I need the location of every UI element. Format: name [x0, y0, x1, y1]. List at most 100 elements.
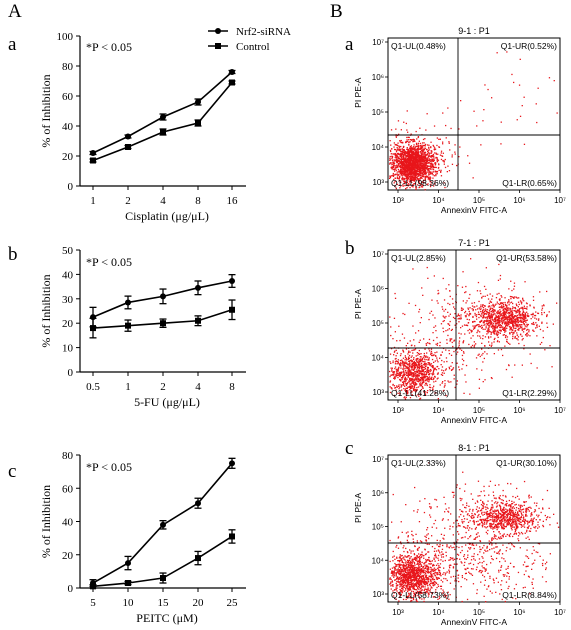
cell-dot-ll — [414, 577, 417, 579]
cell-dot-ll — [425, 167, 427, 170]
cell-dot-ll — [397, 368, 400, 370]
cell-dot-ll — [437, 563, 439, 565]
cell-dot-ll — [408, 161, 410, 164]
cell-dot-ll — [431, 155, 434, 158]
cell-dot-ur — [549, 345, 551, 347]
cell-dot-ll — [409, 577, 412, 580]
cell-dot-ll — [422, 160, 425, 162]
cell-dot-ll — [427, 571, 429, 574]
cell-dot-ll — [421, 571, 423, 573]
cell-dot-ll — [402, 383, 404, 386]
cell-dot-ll — [408, 541, 410, 544]
cell-dot-ll — [425, 163, 427, 165]
cell-dot-ur — [505, 325, 507, 327]
cell-dot-ur — [498, 321, 500, 324]
cell-dot-ll — [438, 565, 440, 567]
cell-dot-ll — [420, 388, 423, 391]
cell-dot-ll — [418, 153, 420, 155]
x-tick-label: 0.5 — [86, 381, 100, 393]
cell-dot-ll — [410, 166, 413, 168]
cell-dot-ur — [499, 299, 501, 302]
cell-dot-ll — [416, 153, 418, 155]
data-point — [229, 277, 235, 284]
cell-dot-ur — [505, 321, 507, 323]
cell-dot-ll — [437, 153, 439, 155]
cell-dot-ll — [423, 352, 425, 355]
cell-dot-ll — [398, 133, 400, 135]
cell-dot-ll — [402, 350, 404, 352]
cell-dot-ll — [421, 367, 423, 369]
cell-dot-ll — [397, 177, 399, 179]
cell-dot-ll — [402, 162, 404, 165]
cell-dot-ur — [472, 325, 474, 327]
cell-dot-ll — [431, 160, 433, 162]
cell-dot-ll — [404, 174, 406, 176]
cell-dot-ll — [408, 367, 410, 369]
y-axis-label: PI PE-A — [353, 289, 363, 320]
cell-dot-ll — [392, 550, 394, 553]
cell-dot-ll — [415, 588, 417, 591]
cell-dot-ll — [427, 150, 430, 152]
cell-dot-ll — [403, 168, 406, 170]
cell-dot-ur — [514, 330, 517, 332]
cell-dot-ur — [454, 308, 456, 310]
significance-annotation: *P < 0.05 — [86, 40, 132, 54]
cell-dot-ll — [422, 138, 425, 141]
cell-dot-ur — [509, 310, 511, 312]
cell-dot-ur — [470, 337, 472, 339]
cell-dot-ur — [488, 316, 491, 318]
cell-dot-ll — [411, 349, 413, 352]
cell-dot-ll — [406, 158, 409, 160]
cell-dot-ll — [421, 358, 423, 360]
cell-dot-ur — [498, 322, 500, 325]
cell-dot-ll — [412, 150, 415, 152]
cell-dot-ur — [500, 295, 502, 297]
cell-dot-ur — [475, 314, 478, 316]
data-point — [125, 133, 131, 140]
cell-dot-ll — [416, 581, 418, 583]
cell-dot-ur — [503, 308, 505, 310]
cell-dot-sparse — [470, 258, 472, 260]
cell-dot-ur — [541, 312, 543, 314]
cell-dot-ll — [432, 372, 434, 374]
cell-dot-ll — [441, 382, 443, 384]
cell-dot-ll — [415, 145, 418, 148]
cell-dot-ur — [481, 319, 483, 322]
cell-dot-ur — [491, 309, 494, 312]
cell-dot-ll — [418, 371, 421, 373]
cell-dot-ll — [480, 144, 482, 146]
cell-dot-ll — [415, 383, 417, 385]
cell-dot-ll — [391, 175, 393, 177]
cell-dot-ur — [434, 317, 436, 319]
cell-dot-ll — [396, 152, 398, 155]
cell-dot-ll — [408, 143, 410, 145]
cell-dot-ur — [488, 302, 490, 304]
cell-dot-ll — [427, 369, 429, 371]
cell-dot-sparse — [544, 349, 546, 351]
cell-dot-ll — [416, 369, 418, 371]
cell-dot-ur — [485, 288, 487, 290]
y-tick-label: 10⁷ — [372, 38, 384, 47]
cell-dot-ll — [420, 159, 422, 161]
cell-dot-ur — [496, 332, 498, 334]
cell-dot-ll — [412, 186, 414, 188]
cell-dot-sparse — [491, 344, 493, 346]
cell-dot-ll — [391, 571, 394, 573]
cell-dot-ll — [394, 378, 396, 380]
cell-dot-ll — [397, 570, 399, 572]
cell-dot-ur — [507, 321, 509, 323]
cell-dot-ll — [407, 595, 410, 597]
cell-dot-sparse — [401, 333, 404, 335]
cell-dot-ll — [419, 144, 422, 147]
cell-dot-ll — [437, 577, 439, 580]
cell-dot-ur — [495, 319, 497, 322]
cell-dot-ll — [416, 389, 418, 391]
cell-dot-ur — [457, 314, 459, 317]
cell-dot-sparse — [523, 96, 525, 98]
cell-dot-ll — [403, 371, 405, 373]
cell-dot-ll — [407, 590, 409, 593]
cell-dot-sparse — [530, 362, 532, 365]
cell-dot-ll — [426, 153, 429, 155]
